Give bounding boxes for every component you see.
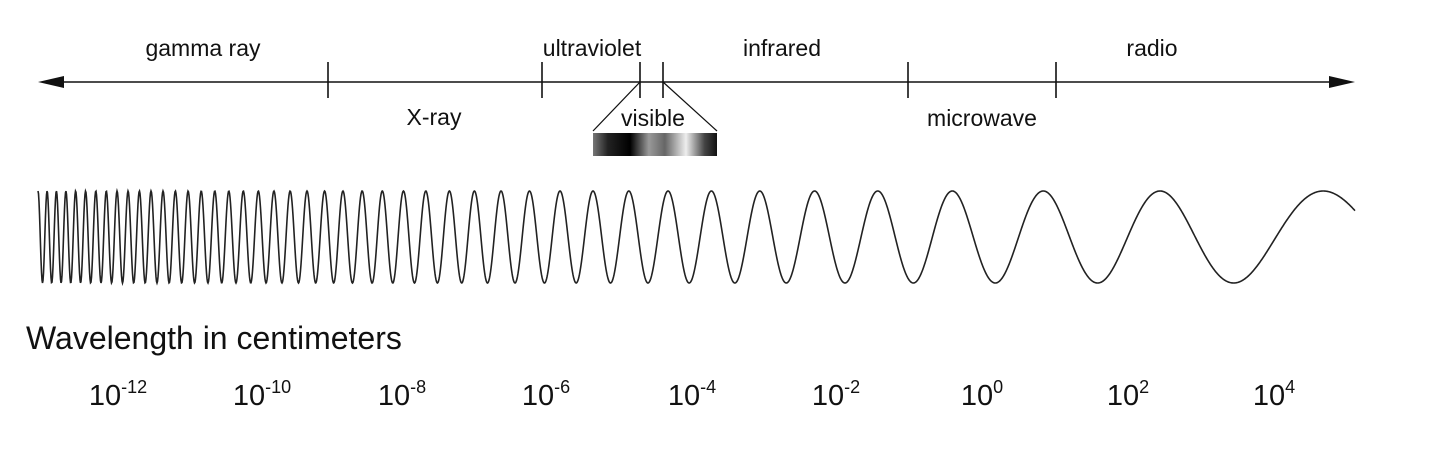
visible-flare [592, 81, 641, 132]
wavelength-labels: 10-12 10-10 10-8 10-6 10-4 10-2 100 102 104 [89, 377, 1295, 412]
arrow-head-left [38, 76, 64, 88]
wavelength-label: 10-12 [89, 377, 147, 412]
base: 10 [961, 380, 993, 412]
exponent: -12 [121, 377, 147, 397]
arrow-head-right [1329, 76, 1355, 88]
band-label: gamma ray [145, 35, 261, 61]
visible-flare [662, 81, 718, 132]
wavelength-label: 10-6 [522, 377, 570, 412]
band-label: X-ray [407, 104, 462, 130]
base: 10 [89, 380, 121, 412]
band-label: infrared [743, 35, 821, 61]
exponent: 2 [1139, 377, 1149, 397]
wavelength-label: 10-10 [233, 377, 291, 412]
wavelength-label: 104 [1253, 377, 1295, 412]
axis-title: Wavelength in centimeters [26, 320, 402, 356]
band-label: visible [621, 105, 685, 131]
exponent: -6 [554, 377, 570, 397]
base: 10 [1253, 380, 1285, 412]
base: 10 [812, 380, 844, 412]
exponent: 0 [993, 377, 1003, 397]
visible-spectrum-bar [593, 133, 717, 156]
wavelength-label: 102 [1107, 377, 1149, 412]
wavelength-label: 100 [961, 377, 1003, 412]
base: 10 [668, 380, 700, 412]
base: 10 [522, 380, 554, 412]
base: 10 [378, 380, 410, 412]
exponent: -10 [265, 377, 291, 397]
exponent: -4 [700, 377, 716, 397]
band-label: microwave [927, 105, 1037, 131]
exponent: 4 [1285, 377, 1295, 397]
wavelength-label: 10-2 [812, 377, 860, 412]
exponent: -8 [410, 377, 426, 397]
base: 10 [233, 380, 265, 412]
wavelength-label: 10-4 [668, 377, 716, 412]
axis [50, 62, 1343, 132]
wave [37, 187, 1356, 287]
wavelength-label: 10-8 [378, 377, 426, 412]
exponent: -2 [844, 377, 860, 397]
band-label: radio [1126, 35, 1177, 61]
base: 10 [1107, 380, 1139, 412]
band-label: ultraviolet [543, 35, 642, 61]
